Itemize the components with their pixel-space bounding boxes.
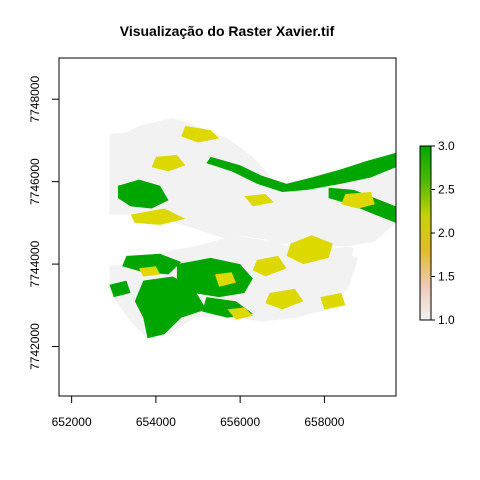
raster-region-class-3 — [206, 152, 396, 192]
raster-region-class-2 — [130, 208, 186, 225]
y-tick-label: 7744000 — [28, 240, 42, 287]
legend-tick-label: 3.0 — [438, 139, 455, 153]
x-tick-label: 656000 — [220, 415, 260, 429]
raster-region-class-2 — [286, 235, 333, 265]
raster-region-class-2 — [181, 126, 220, 143]
x-axis: 652000 654000 656000 658000 — [52, 395, 345, 429]
y-axis: 7742000 7744000 7746000 7748000 — [28, 76, 60, 370]
raster-region-class-3 — [109, 280, 131, 298]
legend-tick-label: 1.5 — [438, 270, 455, 284]
raster-region-class-2 — [139, 266, 161, 277]
legend-color-bar — [419, 145, 432, 321]
raster-region-class-2 — [214, 272, 236, 287]
raster-region-class-3 — [122, 253, 182, 275]
legend-tick-label: 2.0 — [438, 226, 455, 240]
x-tick-label: 654000 — [136, 415, 176, 429]
raster-region-class-2 — [320, 293, 346, 310]
x-tick-label: 658000 — [304, 415, 344, 429]
raster-region-class-2 — [227, 307, 253, 320]
legend-tick-label: 2.5 — [438, 183, 455, 197]
raster-region-class-2 — [265, 288, 304, 310]
raster-region-class-2 — [151, 154, 186, 172]
raster-region-class-3 — [176, 257, 253, 298]
chart-title: Visualização do Raster Xavier.tif — [120, 23, 335, 39]
color-legend: 1.0 1.5 2.0 2.5 3.0 — [419, 139, 455, 327]
raster-region-class-3 — [118, 179, 169, 209]
x-tick-label: 652000 — [52, 415, 92, 429]
raster-region-class-2 — [244, 194, 274, 207]
y-tick-label: 7742000 — [28, 323, 42, 370]
raster-layer — [109, 117, 396, 339]
legend-tick-label: 1.0 — [438, 313, 455, 327]
y-tick-label: 7748000 — [28, 76, 42, 123]
raster-region-class-2 — [341, 192, 375, 209]
y-tick-label: 7746000 — [28, 158, 42, 205]
raster-region-class-2 — [252, 255, 287, 277]
raster-region-class-3 — [134, 276, 207, 339]
